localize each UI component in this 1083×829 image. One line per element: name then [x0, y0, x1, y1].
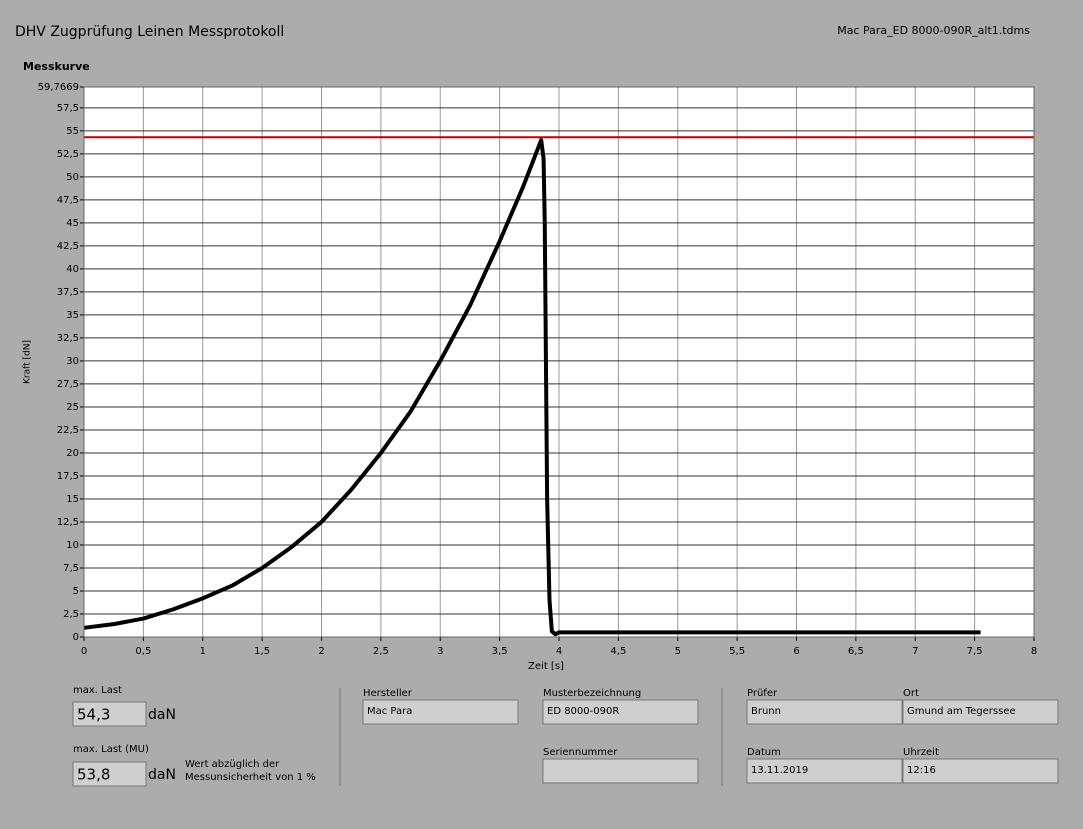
load-value: 53,8 [77, 766, 110, 784]
y-tick-label: 59,7669 [38, 82, 79, 93]
field-box [542, 699, 699, 725]
x-tick-label: 1 [200, 646, 206, 657]
field-label: Datum [747, 747, 781, 758]
x-tick-label: 2 [318, 646, 324, 657]
load-unit: daN [148, 767, 176, 783]
y-tick-label: 32,5 [57, 333, 79, 344]
y-tick-label: 40 [66, 264, 79, 275]
field-label: Prüfer [747, 688, 778, 699]
plot-border [83, 86, 1035, 638]
field-value: Brunn [751, 706, 781, 717]
x-tick-label: 0,5 [135, 646, 151, 657]
load-label: max. Last (MU) [73, 744, 149, 755]
field-label: Uhrzeit [903, 747, 939, 758]
measurement-curve [83, 138, 981, 637]
y-tick-label: 42,5 [57, 241, 79, 252]
y-tick-label: 22,5 [57, 425, 79, 436]
load-value: 54,3 [77, 706, 110, 724]
field-label: Seriennummer [543, 747, 618, 758]
x-tick-label: 4 [556, 646, 562, 657]
y-tick-label: 12,5 [57, 517, 79, 528]
x-tick-label: 5 [675, 646, 681, 657]
field-box [746, 758, 903, 784]
field-label: Musterbezeichnung [543, 688, 641, 699]
field-value: Gmund am Tegerssee [907, 706, 1016, 717]
y-tick-label: 37,5 [57, 287, 79, 298]
y-tick-label: 7,5 [63, 563, 79, 574]
chart-title: Messkurve [23, 60, 90, 73]
field-value: 13.11.2019 [751, 765, 808, 776]
load-label: max. Last [73, 685, 122, 696]
x-tick-label: 7 [912, 646, 918, 657]
field-box [902, 699, 1059, 725]
field-box [746, 699, 903, 725]
x-tick-label: 6 [793, 646, 799, 657]
field-value: ED 8000-090R [547, 706, 619, 717]
y-tick-label: 35 [66, 310, 79, 321]
field-label: Ort [903, 688, 919, 699]
y-tick-label: 27,5 [57, 379, 79, 390]
y-tick-label: 0 [73, 632, 79, 643]
y-tick-label: 45 [66, 218, 79, 229]
field-value: Mac Para [367, 706, 412, 717]
x-tick-label: 3,5 [492, 646, 508, 657]
x-tick-label: 0 [81, 646, 87, 657]
y-tick-label: 15 [66, 494, 79, 505]
x-tick-label: 1,5 [254, 646, 270, 657]
y-tick-label: 52,5 [57, 149, 79, 160]
y-tick-label: 55 [66, 126, 79, 137]
x-tick-label: 4,5 [610, 646, 626, 657]
y-tick-label: 25 [66, 402, 79, 413]
field-value: 12:16 [907, 765, 936, 776]
x-tick-label: 8 [1031, 646, 1037, 657]
field-box [542, 758, 699, 784]
load-box [72, 761, 147, 787]
x-tick-label: 6,5 [848, 646, 864, 657]
y-axis-label: Kraft [dN] [23, 340, 33, 384]
y-tick-label: 30 [66, 356, 79, 367]
y-tick-label: 20 [66, 448, 79, 459]
x-tick-label: 2,5 [373, 646, 389, 657]
y-tick-label: 17,5 [57, 471, 79, 482]
page-title: DHV Zugprüfung Leinen Messprotokoll [15, 24, 284, 40]
x-axis-label: Zeit [s] [528, 661, 564, 672]
y-tick-label: 57,5 [57, 103, 79, 114]
file-name: Mac Para_ED 8000-090R_alt1.tdms [837, 24, 1030, 37]
x-tick-label: 3 [437, 646, 443, 657]
field-box [362, 699, 519, 725]
x-tick-label: 5,5 [729, 646, 745, 657]
y-tick-label: 50 [66, 172, 79, 183]
y-tick-label: 10 [66, 540, 79, 551]
y-tick-label: 47,5 [57, 195, 79, 206]
load-box [72, 701, 147, 727]
y-tick-label: 2,5 [63, 609, 79, 620]
x-tick-label: 7,5 [967, 646, 983, 657]
y-tick-label: 5 [73, 586, 79, 597]
field-label: Hersteller [363, 688, 413, 699]
load-note: Wert abzüglich der Messunsicherheit von 1… [185, 759, 316, 783]
field-box [902, 758, 1059, 784]
load-unit: daN [148, 707, 176, 723]
